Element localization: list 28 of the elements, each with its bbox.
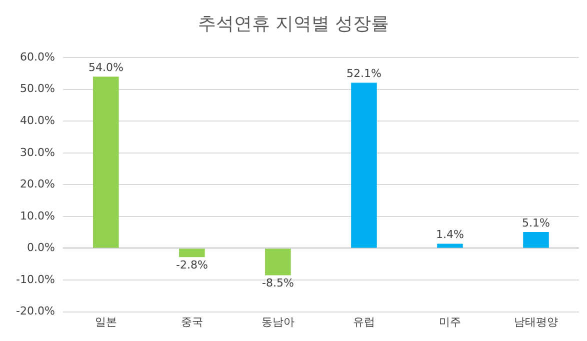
bar <box>437 244 463 248</box>
y-tick-label: 50.0% <box>20 82 55 96</box>
y-tick-label: -10.0% <box>16 272 55 286</box>
y-tick-label: 40.0% <box>20 114 55 128</box>
x-tick-label: 유럽 <box>352 315 375 328</box>
data-label: 52.1% <box>346 67 382 80</box>
y-tick-label: 0.0% <box>26 241 55 254</box>
chart-title: 추석연휴 지역별 성장률 <box>198 13 390 34</box>
x-tick-label: 미주 <box>438 315 461 328</box>
x-tick-label: 남태평양 <box>514 315 558 328</box>
data-label: 1.4% <box>436 228 464 242</box>
bar <box>93 76 119 248</box>
y-tick-label: 60.0% <box>20 50 55 64</box>
data-label: -8.5% <box>262 276 294 290</box>
x-tick-label: 일본 <box>94 315 117 328</box>
data-label: 5.1% <box>522 216 550 230</box>
x-tick-label: 동남아 <box>261 315 294 328</box>
y-tick-label: -20.0% <box>16 304 55 318</box>
data-label: -2.8% <box>176 258 208 272</box>
y-tick-label: 20.0% <box>20 178 55 191</box>
bar <box>523 232 549 248</box>
y-tick-label: 10.0% <box>20 209 55 222</box>
data-label: 54.0% <box>88 61 124 74</box>
bar <box>265 248 291 276</box>
bar <box>351 82 377 248</box>
bar <box>179 248 205 258</box>
x-tick-label: 중국 <box>180 315 203 328</box>
y-tick-label: 30.0% <box>20 146 55 159</box>
